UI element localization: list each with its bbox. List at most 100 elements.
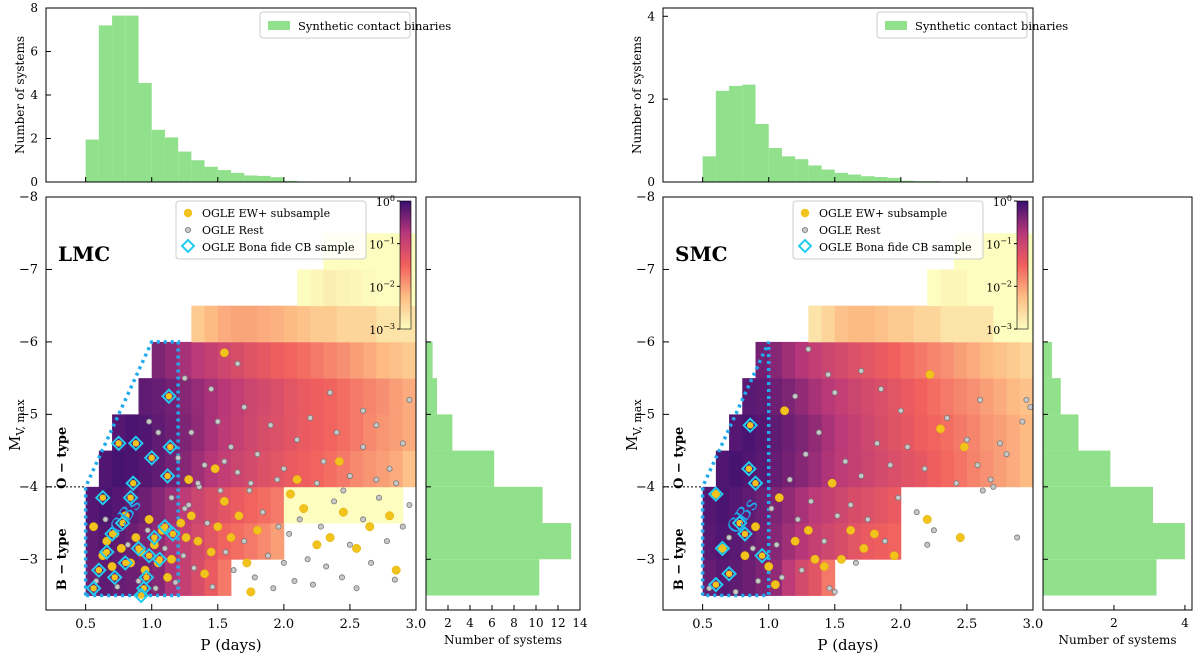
colorbar-tick-base: 10: [376, 196, 390, 209]
rest-point: [144, 527, 151, 534]
bona-fide-core: [95, 566, 103, 574]
top-hist-ytick-label: 2: [647, 92, 655, 106]
rest-point: [291, 578, 298, 585]
heatmap-cell: [953, 450, 968, 488]
top-hist-ytick-label: 4: [30, 88, 38, 102]
heatmap-cell: [781, 559, 796, 596]
bona-fide-core: [90, 585, 97, 592]
colorbar-tick-exponent: −2: [383, 279, 395, 288]
heatmap-cell: [164, 486, 179, 524]
heatmap-cell: [310, 486, 324, 524]
colorbar-tick-exponent: 0: [390, 194, 395, 203]
rest-point: [222, 549, 229, 556]
heatmap-cell: [914, 305, 928, 343]
ew-point: [770, 580, 780, 590]
heatmap-cell: [336, 414, 351, 451]
ew-point: [234, 511, 244, 521]
rest-point: [323, 563, 330, 570]
rest-point: [792, 393, 799, 400]
heatmap-cell: [887, 378, 902, 415]
bona-fide-core: [135, 545, 142, 552]
rest-point: [1019, 418, 1026, 425]
heatmap-cell: [323, 269, 338, 307]
heatmap-cell: [389, 414, 404, 451]
heatmap-cell: [1019, 450, 1034, 488]
heatmap-cell: [900, 378, 915, 415]
heatmap-cell: [966, 305, 981, 343]
side-hist-bar: [1043, 559, 1157, 596]
rest-point: [360, 407, 367, 414]
side-hist-bar: [1043, 450, 1111, 487]
heatmap-cell: [310, 305, 324, 343]
rest-point: [821, 538, 828, 545]
side-hist-xtick-label: 2: [444, 616, 452, 630]
ew-point: [936, 424, 945, 434]
heatmap-cell: [402, 414, 417, 451]
heatmap-cell: [283, 305, 298, 343]
heatmap-cell: [376, 378, 390, 415]
rest-point: [726, 534, 733, 541]
rest-point: [778, 574, 785, 581]
main-ytick-label: −5: [19, 407, 38, 422]
rest-point: [146, 418, 153, 425]
heatmap-cell: [808, 414, 822, 451]
top-hist-bar: [715, 90, 730, 182]
rest-point: [274, 476, 281, 483]
bona-fide-core: [745, 465, 753, 472]
rest-point: [360, 443, 367, 450]
rest-point: [808, 498, 815, 505]
heatmap-cell: [231, 414, 245, 451]
rest-point: [990, 483, 997, 490]
rest-point: [317, 523, 324, 530]
bona-fide-core: [148, 454, 155, 462]
colorbar-tick-label: 10−2: [369, 279, 395, 294]
rest-point: [102, 516, 109, 523]
bona-fide-core: [758, 552, 766, 559]
main-ytick-label: −3: [19, 552, 38, 567]
rest-point: [234, 469, 241, 476]
rest-point: [904, 443, 911, 450]
ew-point: [325, 533, 335, 542]
heatmap-cell: [1006, 450, 1021, 488]
bona-fide-core: [712, 581, 720, 588]
rest-point: [168, 494, 175, 501]
colorbar-tick-base: 10: [986, 281, 1000, 294]
bona-fide-core: [122, 559, 129, 567]
ew-point: [334, 457, 344, 466]
panel-title: SMC: [675, 242, 728, 266]
side-hist-bar: [426, 523, 572, 560]
ew-point: [246, 587, 256, 597]
heatmap-cell: [887, 414, 902, 451]
side-hist-bar: [1043, 523, 1185, 560]
rest-point: [217, 487, 224, 494]
ew-point: [365, 522, 375, 532]
ew-point: [869, 529, 879, 539]
heatmap-cell: [1006, 341, 1021, 379]
rest-point: [241, 404, 248, 411]
main-xtick-label: 1.5: [207, 617, 228, 632]
legend-rest-label: OGLE Rest: [202, 224, 264, 237]
heatmap-cell: [808, 378, 822, 415]
heatmap-cell: [349, 341, 364, 379]
heatmap-cell: [781, 378, 796, 415]
heatmap-cell: [993, 414, 1007, 451]
heatmap-cell: [270, 341, 285, 379]
heatmap-cell: [980, 414, 994, 451]
rest-point: [254, 451, 261, 458]
heatmap-cell: [191, 450, 205, 488]
heatmap-cell: [244, 305, 258, 343]
bona-fide-core: [725, 570, 733, 577]
heatmap-cell: [297, 305, 311, 343]
rest-point: [180, 552, 187, 559]
main-frame: [662, 196, 1034, 611]
bona-fide-point: [737, 526, 753, 542]
legend-ew-label: OGLE EW+ subsample: [202, 207, 330, 220]
heatmap-cell: [349, 414, 364, 451]
ew-point: [299, 504, 309, 514]
top-hist-bar: [231, 172, 245, 182]
panel-title: LMC: [58, 242, 110, 266]
heatmap-cell: [768, 450, 783, 488]
top-hist-ytick-label: 8: [30, 1, 38, 15]
rest-point: [977, 396, 984, 403]
bona-fide-point: [94, 489, 111, 506]
